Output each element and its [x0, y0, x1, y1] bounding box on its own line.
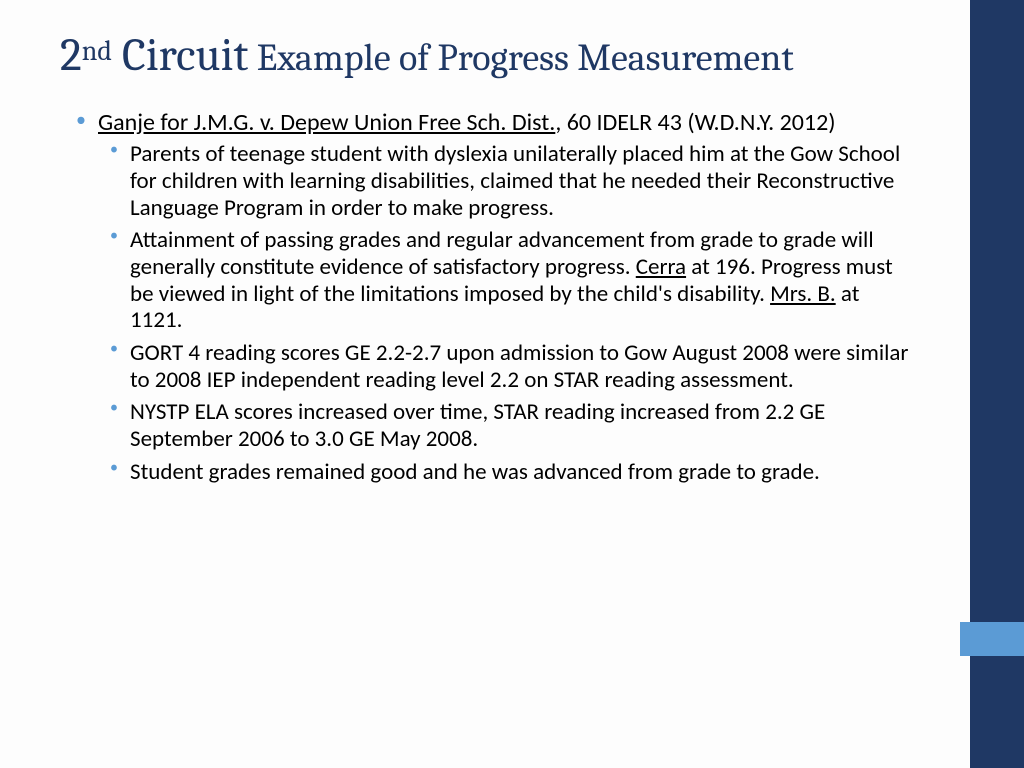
cite-mrsb: Mrs. B. — [770, 280, 836, 308]
list-item: Student grades remained good and he was … — [130, 459, 910, 486]
title-rest: Example of Progress Measurement — [248, 36, 793, 80]
case-citation-item: Ganje for J.M.G. v. Depew Union Free Sch… — [98, 109, 910, 485]
list-item: NYSTP ELA scores increased over time, ST… — [130, 399, 910, 452]
slide-title: 2nd Circuit Example of Progress Measurem… — [60, 30, 910, 83]
list-item: GORT 4 reading scores GE 2.2-2.7 upon ad… — [130, 340, 910, 393]
cite-cerra: Cerra — [636, 253, 686, 281]
title-prefix: 2 — [60, 29, 82, 82]
slide-body: 2nd Circuit Example of Progress Measurem… — [0, 0, 960, 768]
bullet-list-level2: Parents of teenage student with dyslexia… — [98, 141, 910, 485]
sidebar-accent-block — [960, 622, 1024, 656]
list-item: Attainment of passing grades and regular… — [130, 227, 910, 334]
case-citation: , 60 IDELR 43 (W.D.N.Y. 2012) — [555, 108, 835, 137]
title-superscript: nd — [82, 35, 112, 67]
bullet-list-level1: Ganje for J.M.G. v. Depew Union Free Sch… — [60, 109, 910, 485]
title-main: Circuit — [112, 29, 248, 82]
list-item: Parents of teenage student with dyslexia… — [130, 141, 910, 221]
case-name: Ganje for J.M.G. v. Depew Union Free Sch… — [98, 108, 555, 137]
